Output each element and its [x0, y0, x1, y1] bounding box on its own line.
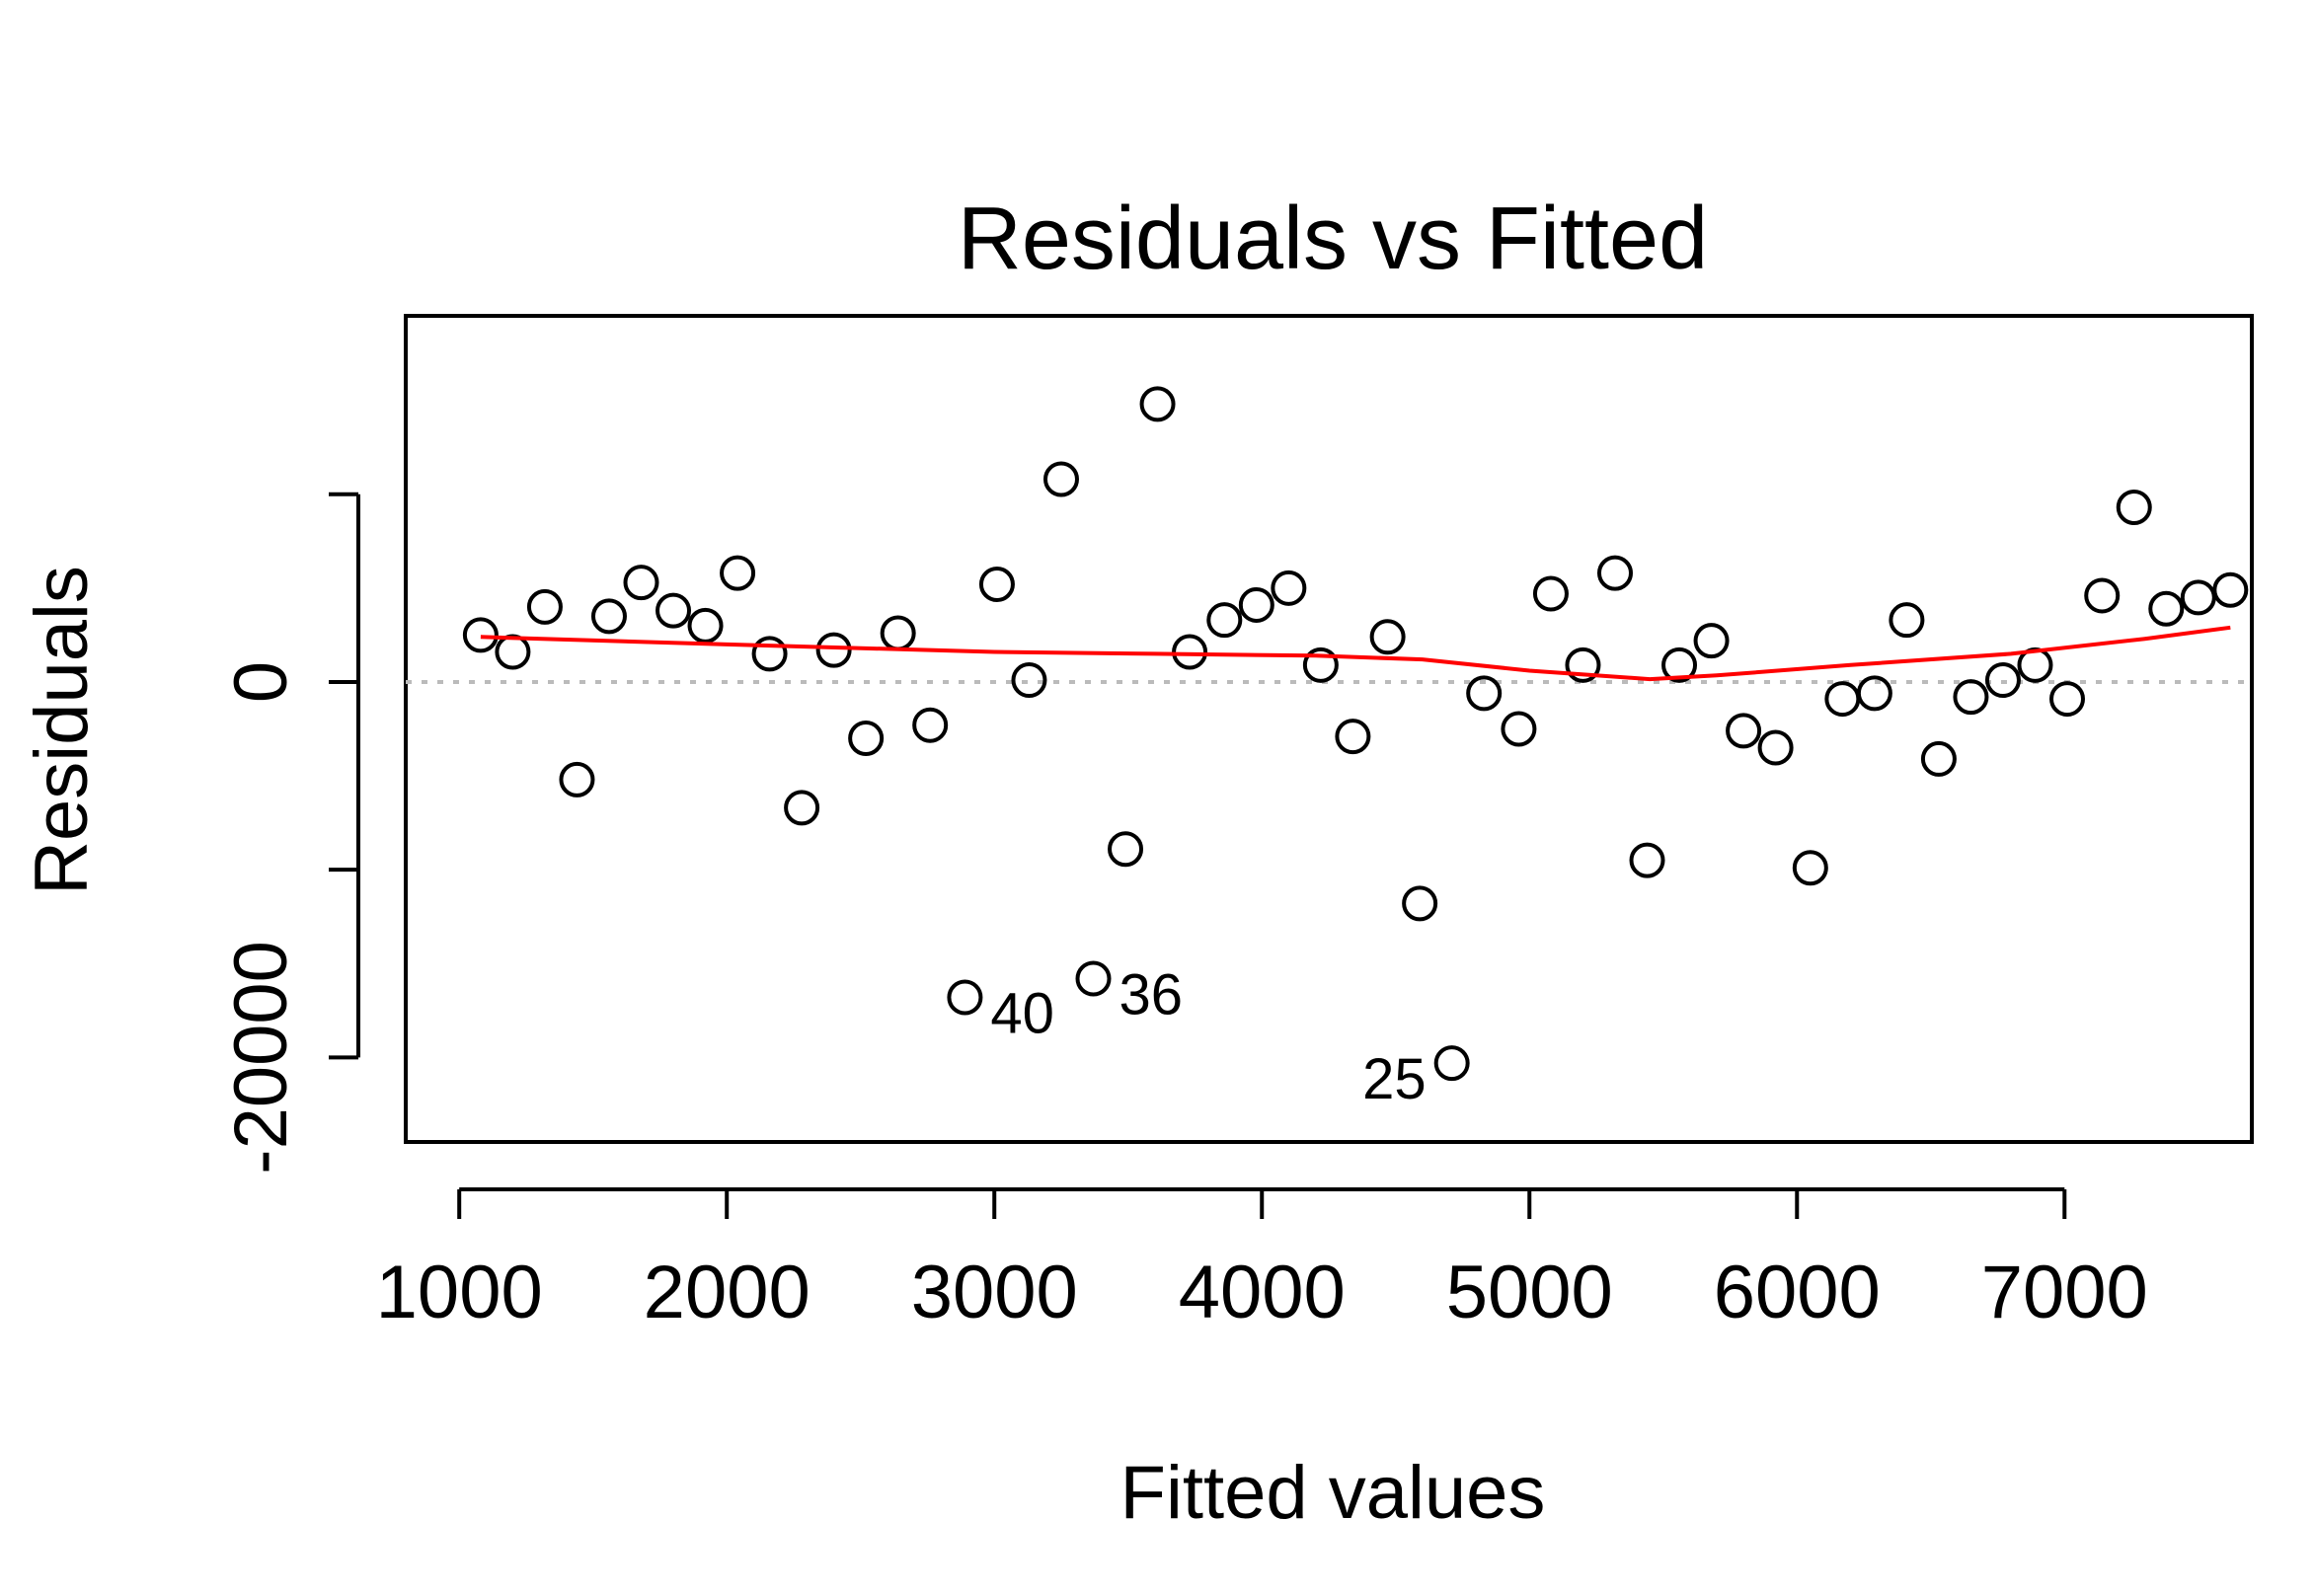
chart-title: Residuals vs Fitted	[958, 190, 1708, 288]
data-point	[815, 632, 852, 668]
data-point	[751, 636, 788, 672]
data-point	[1726, 713, 1762, 749]
data-point	[2148, 590, 2185, 627]
x-axis-label: Fitted values	[1120, 1451, 1546, 1535]
data-point	[2180, 579, 2216, 616]
data-point	[687, 607, 724, 644]
data-point	[1856, 675, 1892, 712]
data-point	[1661, 646, 1698, 683]
y-tick-label: -20000	[219, 941, 303, 1175]
data-point	[495, 634, 531, 670]
data-point	[1271, 570, 1307, 606]
data-point	[1693, 623, 1730, 659]
smoother-line	[480, 625, 2231, 682]
data-point	[1501, 711, 1537, 747]
data-point	[947, 979, 983, 1016]
data-point	[1238, 586, 1274, 623]
data-point	[720, 555, 756, 591]
data-point	[1629, 842, 1665, 878]
y-tick-label: 0	[219, 661, 303, 703]
data-point	[1402, 885, 1438, 922]
data-point	[1108, 831, 1144, 868]
plot-area: 1000 2000 3000 4000 5000 6000 7000 -20000 0 40 36 2…	[219, 314, 2254, 1334]
data-point	[526, 588, 563, 625]
data-point	[1596, 555, 1633, 591]
x-tick-label: 4000	[1179, 1251, 1346, 1334]
data-point	[1532, 575, 1569, 612]
data-point	[1792, 850, 1828, 886]
data-point	[2084, 577, 2121, 614]
data-point	[1335, 719, 1371, 755]
point-label: 25	[1362, 1047, 1427, 1111]
data-point	[1302, 646, 1339, 683]
data-point	[1369, 619, 1406, 655]
data-point	[1984, 662, 2021, 699]
data-point	[1172, 634, 1208, 670]
data-point	[656, 592, 692, 629]
data-point	[1953, 679, 1989, 716]
data-point	[784, 790, 820, 826]
data-point	[1824, 681, 1861, 718]
data-point	[1042, 461, 1079, 497]
data-point	[1139, 386, 1176, 422]
data-point	[1206, 602, 1243, 639]
data-point	[880, 615, 916, 651]
data-point	[912, 707, 949, 743]
data-point	[978, 567, 1015, 603]
data-point	[1565, 646, 1601, 683]
data-point	[1075, 960, 1112, 997]
data-point	[1433, 1045, 1470, 1082]
data-point	[1466, 675, 1503, 712]
data-point	[2049, 681, 2085, 718]
data-point	[2116, 490, 2152, 526]
data-point	[1889, 602, 1925, 639]
x-tick-label: 7000	[1981, 1251, 2148, 1334]
data-point	[848, 721, 885, 757]
x-tick-label: 6000	[1714, 1251, 1881, 1334]
x-tick-label: 1000	[376, 1251, 543, 1334]
data-point	[2212, 571, 2249, 608]
data-point	[1757, 729, 1794, 766]
point-label: 40	[990, 982, 1054, 1046]
data-point	[1011, 662, 1047, 699]
x-tick-label: 2000	[644, 1251, 810, 1334]
data-point	[590, 598, 627, 635]
data-point	[559, 761, 595, 798]
point-label: 36	[1119, 963, 1184, 1027]
data-point	[623, 565, 659, 601]
x-tick-label: 5000	[1446, 1251, 1613, 1334]
x-tick-label: 3000	[911, 1251, 1078, 1334]
y-axis-label: Residuals	[20, 566, 104, 895]
plot-frame	[404, 314, 2254, 1144]
data-point	[1920, 740, 1957, 777]
data-point	[462, 617, 499, 653]
